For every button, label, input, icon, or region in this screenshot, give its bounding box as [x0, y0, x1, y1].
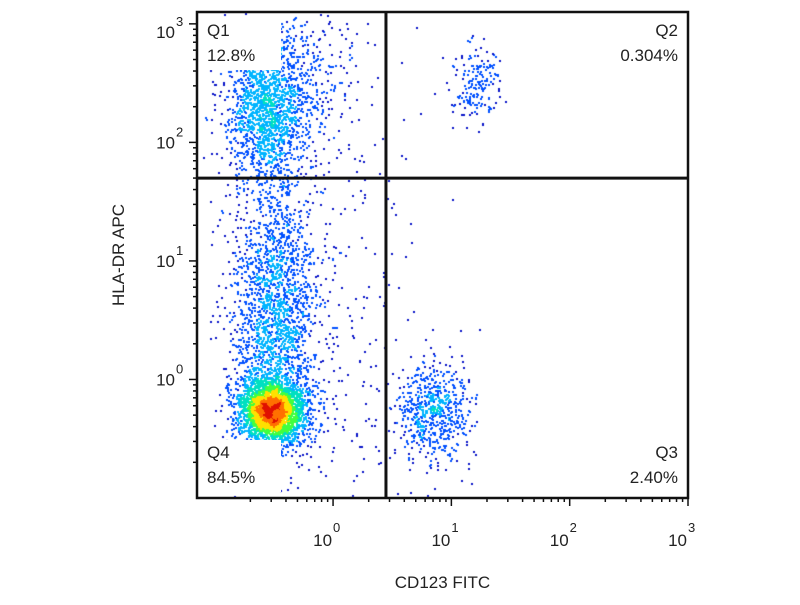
- y-tick-label: 10: [156, 252, 175, 271]
- quadrant-percent: 0.304%: [620, 46, 678, 65]
- y-tick-exponent: 3: [176, 14, 183, 29]
- y-tick-exponent: 1: [176, 243, 183, 258]
- y-axis-label: HLA-DR APC: [109, 204, 128, 306]
- quadrant-percent: 2.40%: [630, 468, 678, 487]
- x-tick-label: 10: [668, 531, 687, 550]
- x-tick-label: 10: [313, 531, 332, 550]
- x-tick-exponent: 3: [688, 520, 695, 535]
- quadrant-percent: 12.8%: [207, 46, 255, 65]
- y-tick-label: 10: [156, 23, 175, 42]
- x-tick-exponent: 1: [451, 520, 458, 535]
- y-tick-label: 10: [156, 133, 175, 152]
- x-axis-label: CD123 FITC: [395, 573, 490, 592]
- quadrant-name: Q1: [207, 21, 230, 40]
- quadrant-name: Q4: [207, 443, 230, 462]
- x-tick-label: 10: [431, 531, 450, 550]
- quadrant-labels: Q1 12.8% Q2 0.304% Q3 2.40% Q4 84.5%: [199, 18, 678, 492]
- plot-frame: [195, 10, 690, 500]
- quadrant-name: Q2: [655, 21, 678, 40]
- x-tick-label: 10: [550, 531, 569, 550]
- x-tick-exponent: 2: [570, 520, 577, 535]
- density-dots: [197, 12, 688, 498]
- quadrant-percent: 84.5%: [207, 468, 255, 487]
- quadrant-name: Q3: [655, 443, 678, 462]
- quadrant-label-bg: [199, 440, 281, 492]
- y-tick-exponent: 2: [176, 124, 183, 139]
- quadrant-label-bg: [199, 18, 281, 70]
- y-tick-exponent: 0: [176, 361, 183, 376]
- y-tick-label: 10: [156, 370, 175, 389]
- event-dots: [197, 12, 688, 498]
- x-tick-exponent: 0: [333, 520, 340, 535]
